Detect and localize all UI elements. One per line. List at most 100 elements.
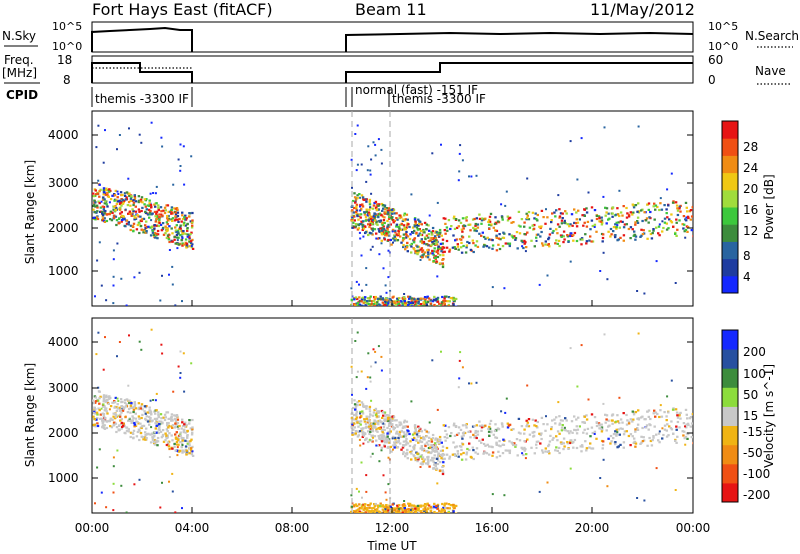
power-pixel (398, 297, 401, 300)
power-pixel (378, 253, 381, 256)
power-pixel (359, 205, 361, 208)
velocity-pixel (354, 503, 358, 506)
power-pixel (183, 183, 186, 186)
velocity-pixel (191, 450, 194, 453)
power-pixel (170, 227, 173, 230)
power-pixel (395, 217, 398, 220)
power-pixel (531, 224, 534, 227)
power-pixel (120, 204, 123, 207)
velocity-pixel (633, 440, 636, 443)
power-pixel (403, 297, 407, 300)
velocity-pixel (495, 456, 499, 459)
velocity-pixel (601, 443, 605, 447)
power-pixel (493, 222, 497, 226)
power-pixel (641, 233, 645, 236)
velocity-pixel (583, 421, 586, 424)
power-pixel (142, 231, 145, 234)
power-pixel (658, 208, 661, 212)
velocity-pixel (139, 422, 142, 425)
power-pixel (398, 217, 401, 220)
velocity-pixel (155, 419, 158, 422)
velocity-pixel (672, 432, 675, 435)
velocity-pixel (434, 463, 437, 466)
power-pixel (157, 204, 160, 207)
velocity-pixel (402, 510, 406, 513)
velocity-pixel (402, 444, 405, 447)
velocity-pixel (374, 407, 378, 410)
power-pixel (658, 223, 661, 226)
power-pixel (419, 259, 422, 261)
velocity-pixel (376, 430, 379, 433)
velocity-pixel (400, 423, 403, 426)
power-pixel (380, 162, 383, 165)
power-pixel (380, 231, 383, 234)
velocity-pixel (354, 511, 357, 513)
velocity-pixel (421, 448, 424, 452)
velocity-pixel (665, 415, 668, 418)
velocity-pixel (388, 441, 391, 444)
velocity-pixel (93, 406, 96, 409)
velocity-pixel (438, 469, 442, 472)
power-pixel (601, 240, 604, 243)
power-pixel (572, 234, 575, 237)
velocity-pixel (171, 472, 174, 475)
power-pixel (484, 237, 487, 240)
power-pixel (409, 301, 413, 304)
power-pixel (424, 301, 427, 304)
velocity-pixel (474, 451, 477, 454)
power-pixel (172, 183, 175, 186)
power-pixel (439, 242, 443, 245)
velocity-pixel (636, 417, 639, 420)
power-pixel (524, 250, 527, 253)
velocity-pixel (615, 433, 618, 436)
velocity-pixel (428, 436, 431, 439)
velocity-pixel (585, 432, 589, 435)
velocity-pixel (513, 442, 516, 445)
velocity-pixel (184, 445, 188, 448)
power-pixel (377, 299, 380, 302)
power-pixel (692, 235, 693, 238)
velocity-pixel (568, 432, 571, 435)
power-pixel (414, 220, 417, 223)
velocity-pixel (414, 427, 417, 430)
power-pixel (634, 238, 637, 241)
velocity-pixel (109, 417, 112, 420)
power-pixel (114, 189, 117, 192)
velocity-pixel (406, 442, 410, 445)
velocity-pixel (375, 439, 378, 442)
velocity-pixel (125, 429, 129, 432)
velocity-pixel (150, 420, 153, 423)
power-pixel (153, 210, 157, 213)
velocity-pixel (405, 437, 408, 441)
power-pixel (447, 296, 451, 299)
velocity-pixel (618, 421, 621, 425)
power-pixel (356, 194, 359, 197)
power-cb-tick-4: 4 (743, 270, 751, 284)
velocity-pixel (354, 408, 357, 411)
velocity-pixel (535, 443, 538, 446)
power-pixel (170, 208, 173, 211)
power-pixel (539, 226, 542, 230)
power-pixel (681, 223, 684, 226)
velocity-pixel (501, 425, 504, 428)
velocity-pixel (415, 438, 418, 441)
velocity-pixel (441, 455, 444, 458)
velocity-pixel (422, 460, 425, 463)
velocity-pixel (96, 424, 100, 428)
power-pixel (138, 271, 141, 274)
power-pixel (381, 221, 384, 224)
power-pixel (690, 215, 693, 218)
velocity-pixel (392, 507, 395, 510)
velocity-pixel (144, 412, 147, 415)
power-pixel (441, 305, 444, 306)
velocity-pixel (481, 438, 484, 441)
power-pixel (378, 212, 382, 215)
power-pixel (94, 218, 97, 221)
power-pixel (599, 220, 603, 223)
power-pixel (546, 216, 549, 219)
velocity-pixel (368, 420, 371, 423)
power-pixel (140, 196, 144, 199)
power-pixel (359, 203, 362, 207)
power-pixel (121, 193, 124, 196)
velocity-pixel (415, 433, 419, 436)
